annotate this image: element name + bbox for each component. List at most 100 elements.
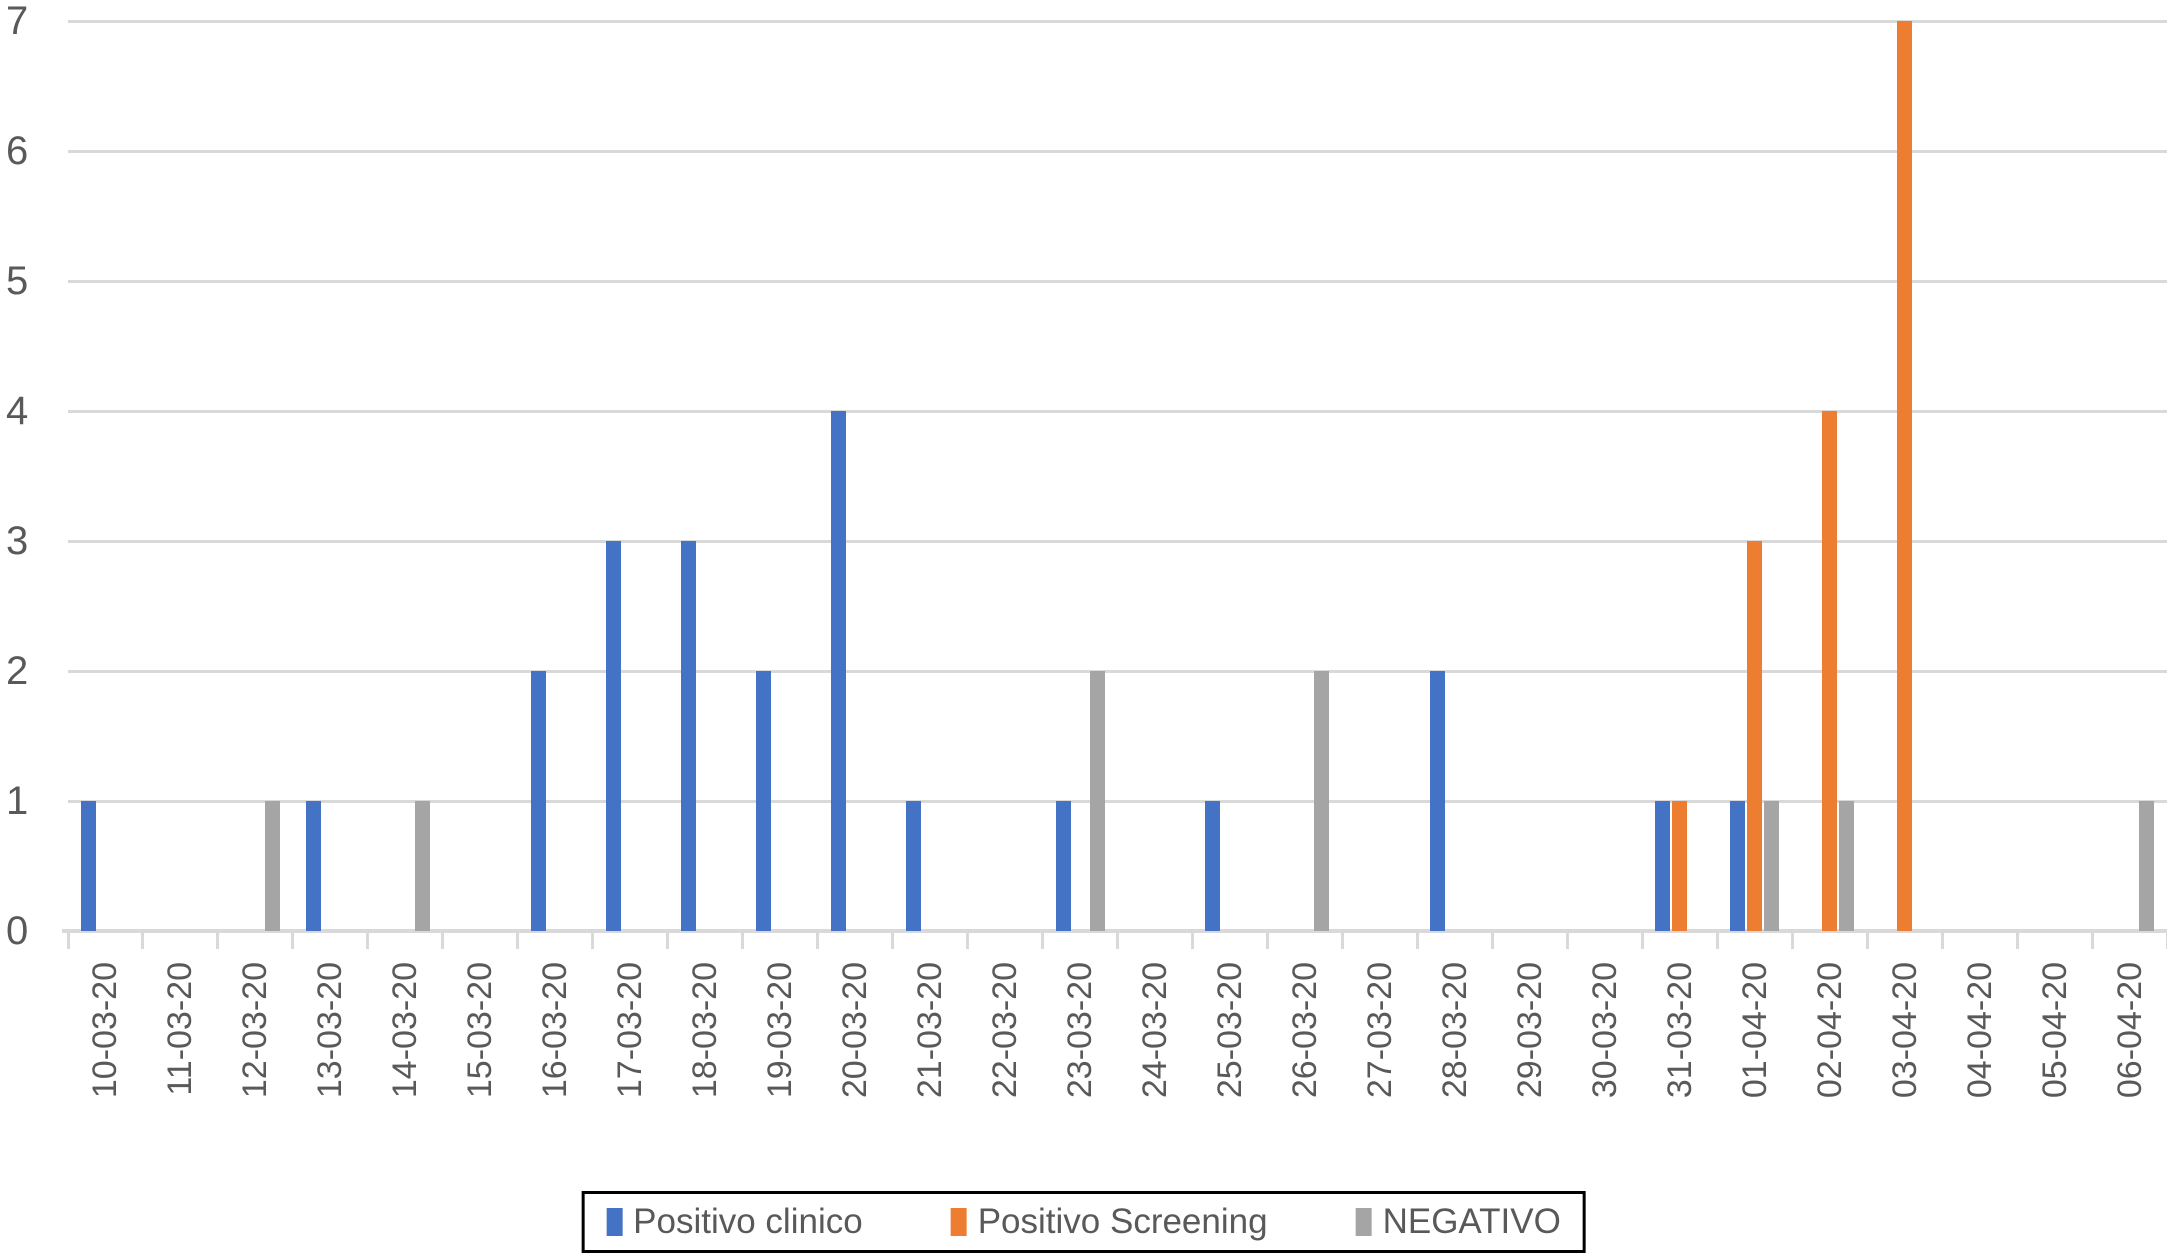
x-axis-tick <box>1715 933 1719 949</box>
y-tick-label: 6 <box>6 129 29 173</box>
x-axis-tick <box>141 933 145 949</box>
x-axis-tick <box>1265 933 1269 949</box>
x-category-label-text: 12-03-20 <box>236 962 275 1099</box>
gridline <box>68 19 2167 23</box>
x-axis-tick <box>966 933 970 949</box>
x-category-label-text: 05-04-20 <box>2035 962 2074 1099</box>
x-category-label-text: 22-03-20 <box>986 962 1025 1099</box>
x-category-label-text: 21-03-20 <box>911 962 950 1099</box>
y-tick-label: 7 <box>6 0 29 43</box>
gridline <box>68 149 2167 153</box>
x-axis-tick <box>591 933 595 949</box>
y-tick-label: 2 <box>6 649 29 693</box>
x-category-label-text: 18-03-20 <box>686 962 725 1099</box>
y-tick-label: 4 <box>6 389 29 433</box>
x-axis-tick <box>1940 933 1944 949</box>
legend-swatch-negativo <box>1355 1208 1372 1236</box>
x-category-label-text: 06-04-20 <box>2110 962 2149 1099</box>
bar-negativo <box>2139 801 2155 931</box>
x-category-label-text: 13-03-20 <box>311 962 350 1099</box>
bar-positivo-clinico <box>1730 801 1746 931</box>
x-category-label-text: 27-03-20 <box>1360 962 1399 1099</box>
x-category-label-text: 30-03-20 <box>1585 962 1624 1099</box>
x-axis-tick <box>2090 933 2094 949</box>
x-axis-tick <box>1640 933 1644 949</box>
x-axis-tick <box>1565 933 1569 949</box>
legend-item: NEGATIVO <box>1355 1202 1561 1242</box>
x-axis-tick <box>516 933 520 949</box>
x-axis-tick <box>816 933 820 949</box>
bar-positivo-clinico <box>1655 801 1671 931</box>
legend-label: NEGATIVO <box>1382 1202 1561 1241</box>
x-axis-tick <box>1865 933 1869 949</box>
x-category-label-text: 28-03-20 <box>1435 962 1474 1099</box>
bar-positivo-screening <box>1897 21 1913 931</box>
bar-positivo-screening <box>1822 411 1838 931</box>
gridline <box>68 409 2167 413</box>
bar-positivo-clinico <box>605 541 621 931</box>
legend-swatch-positivo-screening <box>950 1208 967 1236</box>
bar-negativo <box>1764 801 1780 931</box>
x-category-label-text: 04-04-20 <box>1960 962 1999 1099</box>
x-axis-tick <box>1041 933 1045 949</box>
legend-item: Positivo clinico <box>606 1202 863 1242</box>
x-axis-tick <box>2165 933 2167 949</box>
x-axis-tick <box>1190 933 1194 949</box>
x-axis-tick <box>291 933 295 949</box>
x-category-label-text: 31-03-20 <box>1660 962 1699 1099</box>
y-tick-label: 0 <box>6 909 29 953</box>
x-category-label-text: 15-03-20 <box>461 962 500 1099</box>
x-axis-tick <box>366 933 370 949</box>
bar-negativo <box>264 801 280 931</box>
bar-positivo-clinico <box>1055 801 1071 931</box>
x-category-label-text: 01-04-20 <box>1735 962 1774 1099</box>
x-category-label-text: 26-03-20 <box>1285 962 1324 1099</box>
legend-swatch-positivo-clinico <box>606 1208 623 1236</box>
y-tick-label: 1 <box>6 779 29 823</box>
x-category-label-text: 25-03-20 <box>1210 962 1249 1099</box>
x-category-label-text: 10-03-20 <box>86 962 125 1099</box>
gridline <box>68 279 2167 283</box>
x-axis-tick <box>741 933 745 949</box>
x-axis-tick <box>1116 933 1119 949</box>
x-axis-tick <box>1415 933 1419 949</box>
bar-negativo <box>1839 801 1855 931</box>
gridline <box>68 799 2167 803</box>
y-tick-label: 3 <box>6 519 29 563</box>
x-category-label-text: 23-03-20 <box>1061 962 1100 1099</box>
x-axis-tick <box>1790 933 1794 949</box>
x-category-label-text: 11-03-20 <box>161 962 200 1096</box>
x-category-label-text: 02-04-20 <box>1810 962 1849 1099</box>
bar-positivo-clinico <box>305 801 321 931</box>
x-category-label: 06-04-20 <box>2110 962 2167 1098</box>
bar-positivo-clinico <box>1430 671 1446 931</box>
x-category-label-text: 03-04-20 <box>1885 962 1924 1099</box>
bar-positivo-clinico <box>530 671 546 931</box>
gridline <box>68 669 2167 673</box>
bar-negativo <box>1089 671 1105 931</box>
x-category-label-text: 16-03-20 <box>536 962 575 1099</box>
gridline <box>68 539 2167 543</box>
x-category-label-text: 20-03-20 <box>836 962 875 1099</box>
x-axis-tick <box>1340 933 1344 949</box>
x-category-label-text: 17-03-20 <box>611 962 650 1099</box>
bar-positivo-screening <box>1747 541 1763 931</box>
x-axis-line <box>62 929 2167 933</box>
legend-label: Positivo clinico <box>633 1202 863 1241</box>
bar-positivo-clinico <box>680 541 696 931</box>
x-axis-tick <box>216 933 220 949</box>
x-axis-tick <box>441 933 445 949</box>
x-category-label-text: 29-03-20 <box>1510 962 1549 1099</box>
bar-negativo <box>1314 671 1330 931</box>
x-axis-tick <box>1490 933 1494 949</box>
bar-positivo-clinico <box>755 671 771 931</box>
legend-item: Positivo Screening <box>950 1202 1268 1242</box>
x-category-label-text: 19-03-20 <box>761 962 800 1099</box>
bar-positivo-clinico <box>905 801 921 931</box>
x-axis-tick <box>66 933 70 949</box>
x-category-label-text: 24-03-20 <box>1135 962 1174 1099</box>
bar-positivo-clinico <box>80 801 96 931</box>
bar-positivo-screening <box>1672 801 1688 931</box>
bar-negativo <box>414 801 430 931</box>
x-category-label-text: 14-03-20 <box>386 962 425 1099</box>
